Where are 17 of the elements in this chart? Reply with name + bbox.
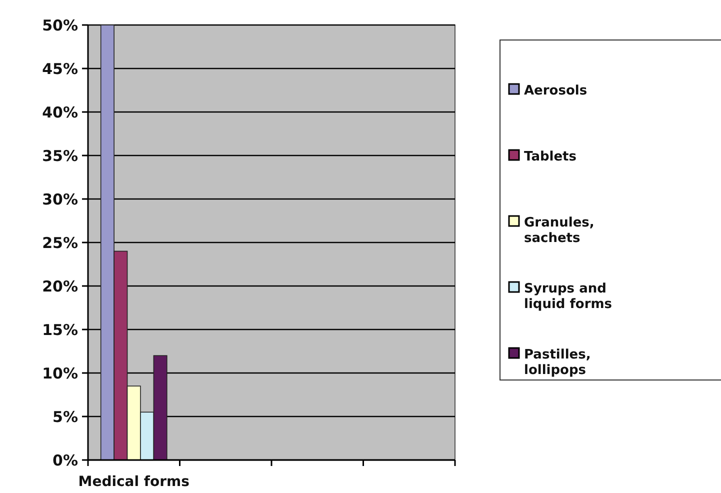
legend-label: Aerosols bbox=[524, 84, 588, 99]
y-tick-label: 40% bbox=[42, 103, 78, 122]
y-tick-label: 30% bbox=[42, 190, 78, 208]
legend-label: Granules, sachets bbox=[524, 216, 594, 246]
y-tick-label: 35% bbox=[42, 146, 78, 165]
y-tick-label: 25% bbox=[42, 234, 78, 252]
y-tick-label: 20% bbox=[42, 277, 78, 296]
y-tick-label: 15% bbox=[42, 320, 78, 339]
y-tick-label: 50% bbox=[42, 16, 78, 34]
y-tick-label: 10% bbox=[42, 364, 78, 382]
legend-label: Syrups and liquid forms bbox=[524, 282, 612, 312]
x-tick-label: Medical forms bbox=[78, 474, 190, 490]
legend-label: Tablets bbox=[524, 150, 577, 165]
legend-label: Pastilles, lollipops bbox=[524, 348, 591, 378]
y-tick-label: 5% bbox=[52, 408, 78, 426]
y-tick-label: 0% bbox=[52, 451, 78, 470]
y-tick-label: 45% bbox=[42, 60, 78, 78]
